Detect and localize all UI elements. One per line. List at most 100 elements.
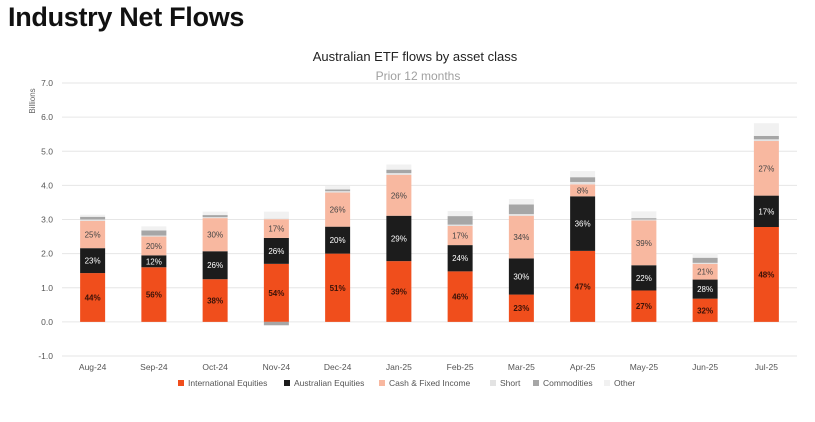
- bar-data-label: 30%: [513, 272, 529, 281]
- bar-segment: [202, 218, 228, 252]
- bar-data-label: 54%: [268, 289, 284, 298]
- legend-label: Commodities: [543, 378, 593, 388]
- bar-segment: [753, 135, 779, 140]
- bar-segment: [508, 258, 534, 295]
- bar-segment: [570, 184, 596, 197]
- bar-data-label: 38%: [207, 297, 223, 306]
- bar-segment: [570, 181, 596, 185]
- bar-segment: [692, 298, 718, 322]
- bar-segment: [202, 211, 228, 216]
- x-tick-label: Sep-24: [140, 362, 168, 372]
- bar-data-label: 56%: [146, 291, 162, 300]
- y-axis-label: Billions: [28, 88, 37, 113]
- bar-segment: [447, 225, 473, 246]
- bar-segment: [447, 271, 473, 322]
- x-tick-label: Jun-25: [692, 362, 718, 372]
- bar-segment: [570, 171, 596, 178]
- bar-segment: [631, 265, 657, 291]
- bar-segment: [202, 217, 228, 219]
- bar-data-label: 27%: [758, 164, 774, 173]
- bar-segment: [141, 235, 167, 237]
- bar-segment: [263, 263, 289, 322]
- legend-label: Short: [500, 378, 521, 388]
- bar-segment: [753, 141, 779, 196]
- bar-data-label: 23%: [85, 257, 101, 266]
- bar-segment: [263, 218, 289, 220]
- bar-data-label: 39%: [636, 239, 652, 248]
- bar-segment: [508, 199, 534, 205]
- bar-segment: [386, 261, 412, 322]
- bar-data-label: 26%: [330, 206, 346, 215]
- bar-data-label: 26%: [391, 191, 407, 200]
- bar-segment: [508, 215, 534, 259]
- bar-segment: [80, 219, 106, 221]
- bar-data-label: 27%: [636, 302, 652, 311]
- legend-label: Cash & Fixed Income: [389, 378, 471, 388]
- bar-data-label: 46%: [452, 293, 468, 302]
- bar-segment: [753, 139, 779, 142]
- bar-segment: [692, 263, 718, 280]
- bar-segment: [631, 290, 657, 322]
- bar-data-label: 20%: [330, 236, 346, 245]
- bar-data-label: 34%: [513, 233, 529, 242]
- bar-segment: [141, 236, 167, 256]
- bar-segment: [80, 248, 106, 274]
- bar-segment: [80, 214, 106, 217]
- legend-swatch: [178, 380, 184, 386]
- bar-segment: [141, 267, 167, 322]
- bar-segment: [386, 173, 412, 175]
- bar-segment: [753, 123, 779, 136]
- bar-segment: [570, 177, 596, 182]
- bar-segment: [202, 279, 228, 322]
- bars: 44% 23% 25% 56% 12% 20% 38% 26% 30% 54% 26% 17% 51% 2…: [80, 123, 779, 326]
- bar-segment: [692, 279, 718, 299]
- bar-segment: [631, 211, 657, 219]
- x-tick-label: Nov-24: [263, 362, 291, 372]
- bar-data-label: 26%: [207, 261, 223, 270]
- legend-swatch: [284, 380, 290, 386]
- bar-data-label: 39%: [391, 288, 407, 297]
- bar-segment: [141, 230, 167, 236]
- bar-segment: [692, 252, 718, 258]
- x-tick-label: Aug-24: [79, 362, 107, 372]
- legend-swatch: [533, 380, 539, 386]
- x-tick-label: Oct-24: [202, 362, 228, 372]
- bar-segment: [447, 210, 473, 217]
- bar-data-label: 20%: [146, 242, 162, 251]
- bar-data-label: 36%: [575, 220, 591, 229]
- chart-title: Australian ETF flows by asset class: [313, 49, 518, 64]
- x-tick-label: May-25: [630, 362, 659, 372]
- bar-segment: [202, 251, 228, 280]
- bar-data-label: 22%: [636, 274, 652, 283]
- bar-segment: [263, 211, 289, 219]
- y-tick-label: 3.0: [41, 215, 53, 225]
- bar-segment: [508, 294, 534, 322]
- bar-segment: [753, 227, 779, 322]
- x-tick-label: Apr-25: [570, 362, 596, 372]
- bar-segment: [447, 224, 473, 226]
- y-tick-label: 6.0: [41, 112, 53, 122]
- bar-segment: [141, 226, 167, 231]
- bar-data-label: 21%: [697, 268, 713, 277]
- bar-segment: [447, 216, 473, 225]
- legend-swatch: [604, 380, 610, 386]
- bar-segment: [202, 215, 228, 218]
- bar-segment: [631, 219, 657, 221]
- x-tick-label: Jan-25: [386, 362, 412, 372]
- bar-segment: [570, 250, 596, 322]
- bar-data-label: 44%: [85, 293, 101, 302]
- bar-data-label: 30%: [207, 231, 223, 240]
- bar-segment: [386, 169, 412, 174]
- bar-segment: [325, 189, 351, 192]
- y-tick-label: -1.0: [38, 351, 53, 361]
- bar-segment: [386, 215, 412, 262]
- bar-segment: [386, 174, 412, 216]
- chart-subtitle: Prior 12 months: [376, 69, 461, 83]
- y-tick-label: 1.0: [41, 283, 53, 293]
- bar-data-label: 51%: [330, 284, 346, 293]
- bar-segment: [263, 219, 289, 238]
- bar-data-label: 12%: [146, 257, 162, 266]
- bar-segment: [631, 218, 657, 220]
- bar-segment: [447, 245, 473, 272]
